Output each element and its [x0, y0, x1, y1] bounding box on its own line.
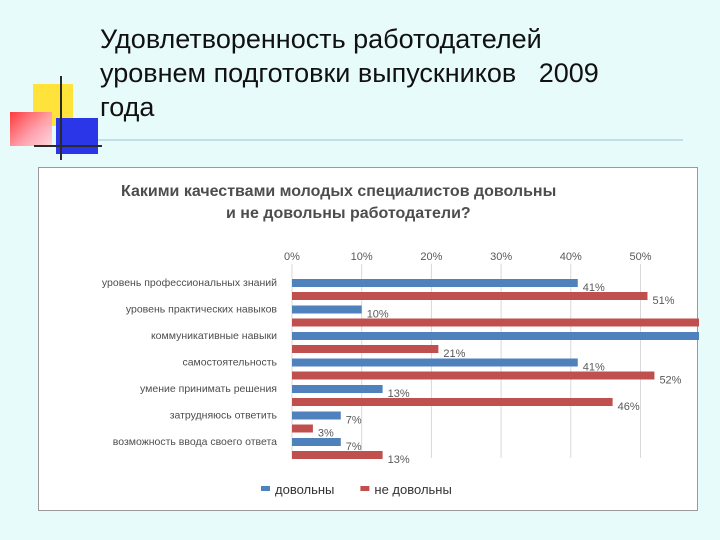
x-tick-label: 50%: [629, 251, 651, 263]
decor-blue-square: [56, 118, 98, 154]
legend-label: довольны: [275, 482, 334, 497]
title-divider: [98, 139, 683, 141]
bar: [292, 424, 313, 433]
slide-title-line-2: уровнем подготовки выпускников 2009: [100, 58, 599, 88]
decor-vertical-line: [60, 76, 62, 160]
x-tick-label: 10%: [351, 251, 373, 263]
bar: [292, 292, 648, 300]
decor-pink-square: [10, 112, 52, 146]
data-label: 10%: [367, 309, 389, 321]
legend-label: не довольны: [374, 482, 451, 497]
data-label: 51%: [652, 295, 674, 307]
bar: [292, 398, 613, 406]
data-label: 46%: [618, 401, 640, 413]
slide-title-line-1: Удовлетворенность работодателей: [100, 24, 542, 54]
decor-horizontal-line: [34, 145, 102, 147]
legend-swatch: [261, 486, 270, 491]
bar: [292, 345, 439, 353]
data-label: 7%: [346, 415, 362, 427]
bar: [292, 451, 383, 459]
bar: [292, 371, 655, 380]
bar: [292, 279, 578, 287]
data-label: 41%: [583, 362, 605, 374]
category-label: возможность ввода своего ответа: [113, 436, 277, 448]
category-label: коммуникативные навыки: [151, 330, 277, 342]
x-tick-label: 30%: [490, 251, 512, 263]
data-label: 13%: [388, 388, 410, 400]
chart-frame: Какими качествами молодых специалистов д…: [38, 167, 699, 511]
bar: [292, 318, 699, 327]
category-label: умение принимать решения: [140, 383, 277, 395]
category-label: самостоятельность: [182, 357, 277, 369]
x-tick-label: 20%: [420, 251, 442, 263]
category-label: уровень профессиональных знаний: [102, 277, 277, 289]
bar: [292, 385, 383, 393]
slide-title-line-3: года: [100, 92, 155, 122]
data-label: 3%: [318, 428, 334, 440]
category-label: затрудняюсь ответить: [170, 410, 278, 422]
data-label: 52%: [659, 375, 681, 387]
bar: [292, 438, 341, 446]
category-label: уровень практических навыков: [126, 304, 278, 316]
data-label: 41%: [583, 282, 605, 294]
x-tick-label: 40%: [560, 251, 582, 263]
legend-swatch: [360, 486, 370, 491]
x-tick-label: 0%: [284, 251, 300, 263]
data-label: 7%: [346, 441, 362, 453]
slide-title: Удовлетворенность работодателей уровнем …: [100, 22, 710, 124]
chart-title-line-2: и не довольны работодатели?: [226, 205, 471, 222]
bar: [292, 358, 578, 367]
bar: [292, 411, 341, 420]
data-label: 21%: [443, 348, 465, 360]
bar: [292, 305, 362, 314]
chart-title-line-1: Какими качествами молодых специалистов д…: [121, 183, 557, 200]
data-label: 13%: [388, 454, 410, 466]
bar: [292, 332, 699, 340]
bar-chart: 0%10%20%30%40%50%60%70%80%уровень профес…: [102, 251, 699, 497]
chart-title: Какими качествами молодых специалистов д…: [39, 181, 697, 225]
